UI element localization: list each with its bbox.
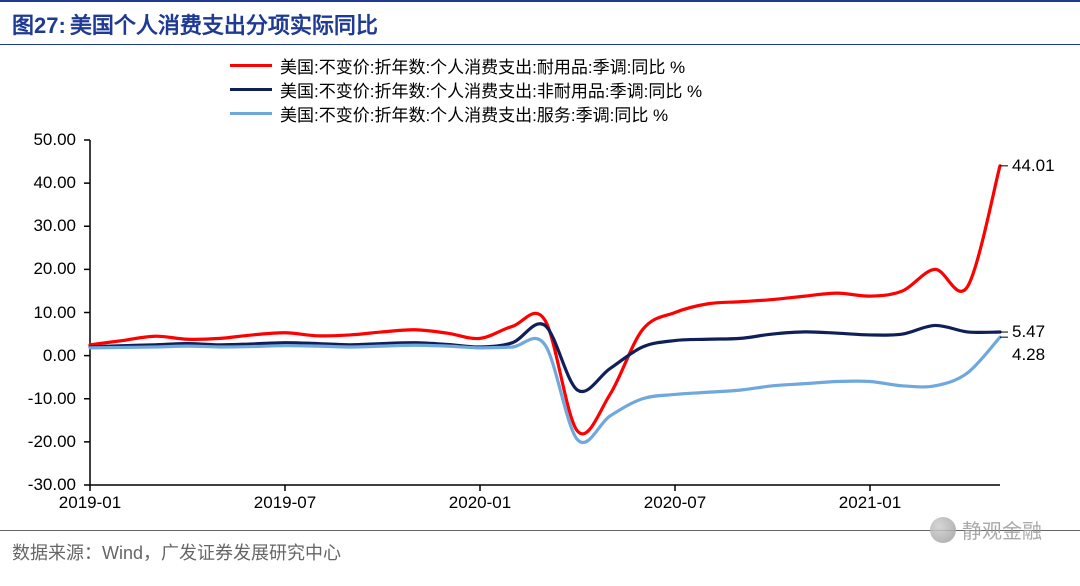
y-tick-label: -30.00 (6, 475, 76, 495)
x-tick-label: 2020-01 (449, 493, 511, 513)
y-tick-label: 40.00 (6, 173, 76, 193)
series-services (90, 337, 1000, 442)
source-bar: 数据来源：Wind，广发证券发展研究中心 (0, 530, 1080, 565)
x-tick-label: 2021-01 (839, 493, 901, 513)
series-durable (90, 166, 1000, 434)
end-label-nondurable: 5.47 (1012, 322, 1045, 342)
y-tick-label: -10.00 (6, 389, 76, 409)
end-label-services: 4.28 (1012, 345, 1045, 365)
end-label-durable: 44.01 (1012, 156, 1055, 176)
watermark: 静观金融 (930, 515, 1042, 544)
watermark-text: 静观金融 (962, 515, 1042, 544)
title-bar: 图27: 美国个人消费支出分项实际同比 (0, 0, 1080, 45)
y-tick-label: 50.00 (6, 130, 76, 150)
figure-title: 美国个人消费支出分项实际同比 (70, 8, 378, 40)
y-tick-label: 20.00 (6, 259, 76, 279)
x-tick-label: 2020-07 (644, 493, 706, 513)
wechat-icon (930, 517, 956, 543)
x-tick-label: 2019-01 (59, 493, 121, 513)
y-tick-label: 10.00 (6, 303, 76, 323)
chart-area: 美国:不变价:折年数:个人消费支出:耐用品:季调:同比 % 美国:不变价:折年数… (0, 45, 1080, 530)
chart-svg (0, 45, 1080, 530)
y-tick-label: -20.00 (6, 432, 76, 452)
y-tick-label: 30.00 (6, 216, 76, 236)
source-text: 数据来源：Wind，广发证券发展研究中心 (12, 543, 341, 563)
y-tick-label: 0.00 (6, 346, 76, 366)
x-tick-label: 2019-07 (254, 493, 316, 513)
figure-label: 图27: (12, 8, 66, 40)
